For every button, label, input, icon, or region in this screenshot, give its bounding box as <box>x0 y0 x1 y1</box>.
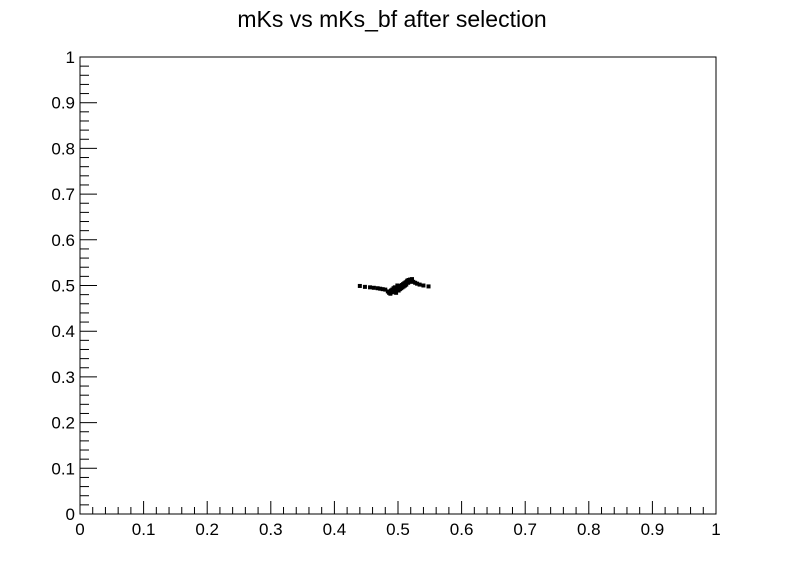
y-tick-label: 0.8 <box>51 139 75 158</box>
y-tick-label: 0.5 <box>51 277 75 296</box>
y-tick-label: 0.1 <box>51 459 75 478</box>
chart-title: mKs vs mKs_bf after selection <box>237 6 546 32</box>
scatter-point <box>371 285 376 290</box>
scatter-point <box>395 283 400 288</box>
y-tick-label: 0.3 <box>51 368 75 387</box>
y-tick-label: 0.9 <box>51 94 75 113</box>
y-tick-label: 0.2 <box>51 414 75 433</box>
x-tick-label: 0.2 <box>195 520 219 539</box>
scatter-point <box>394 290 399 295</box>
y-axis: 0 0.1 0.2 0.3 0.4 0.5 0.6 0.7 0.8 0.9 1 <box>51 48 97 524</box>
y-tick-label: 0.7 <box>51 185 75 204</box>
x-tick-label: 0.5 <box>386 520 410 539</box>
x-tick-label: 0.4 <box>323 520 347 539</box>
x-tick-label: 0.3 <box>259 520 283 539</box>
x-tick-label: 0.8 <box>577 520 601 539</box>
scatter-point <box>375 286 380 291</box>
scatter-point <box>426 284 431 289</box>
scatter-points <box>357 277 431 296</box>
y-tick-label: 0.4 <box>51 322 75 341</box>
scatter-point <box>421 283 426 288</box>
x-tick-label: 0.7 <box>513 520 537 539</box>
x-axis: 0 0.1 0.2 0.3 0.4 0.5 0.6 0.7 0.8 0.9 1 <box>75 501 721 539</box>
scatter-point <box>368 285 373 290</box>
x-tick-label: 0.1 <box>132 520 156 539</box>
y-tick-label: 0.6 <box>51 231 75 250</box>
x-tick-label: 0.6 <box>450 520 474 539</box>
x-tick-label: 0.9 <box>641 520 665 539</box>
scatter-point <box>383 287 388 292</box>
y-tick-label: 0 <box>66 505 75 524</box>
x-tick-label: 0 <box>75 520 84 539</box>
scatter-point <box>417 282 422 287</box>
scatter-point <box>415 281 420 286</box>
x-tick-label: 1 <box>711 520 720 539</box>
scatter-point <box>392 285 397 290</box>
scatter-point <box>378 286 383 291</box>
scatter-point <box>362 284 367 289</box>
scatter-point <box>357 283 362 288</box>
y-tick-label: 1 <box>66 48 75 67</box>
scatter-point <box>409 277 414 282</box>
scatter-point <box>380 287 385 292</box>
